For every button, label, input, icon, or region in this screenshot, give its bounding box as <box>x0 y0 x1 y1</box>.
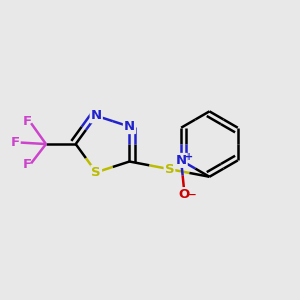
Text: S: S <box>92 166 101 179</box>
Text: F: F <box>11 136 20 149</box>
Text: N: N <box>91 109 102 122</box>
Text: N: N <box>124 120 135 133</box>
Text: N: N <box>176 154 187 167</box>
Text: +: + <box>185 152 194 162</box>
Text: F: F <box>23 158 32 171</box>
Text: F: F <box>23 115 32 128</box>
Text: S: S <box>165 163 174 176</box>
Text: −: − <box>188 190 197 200</box>
Text: O: O <box>178 188 190 201</box>
